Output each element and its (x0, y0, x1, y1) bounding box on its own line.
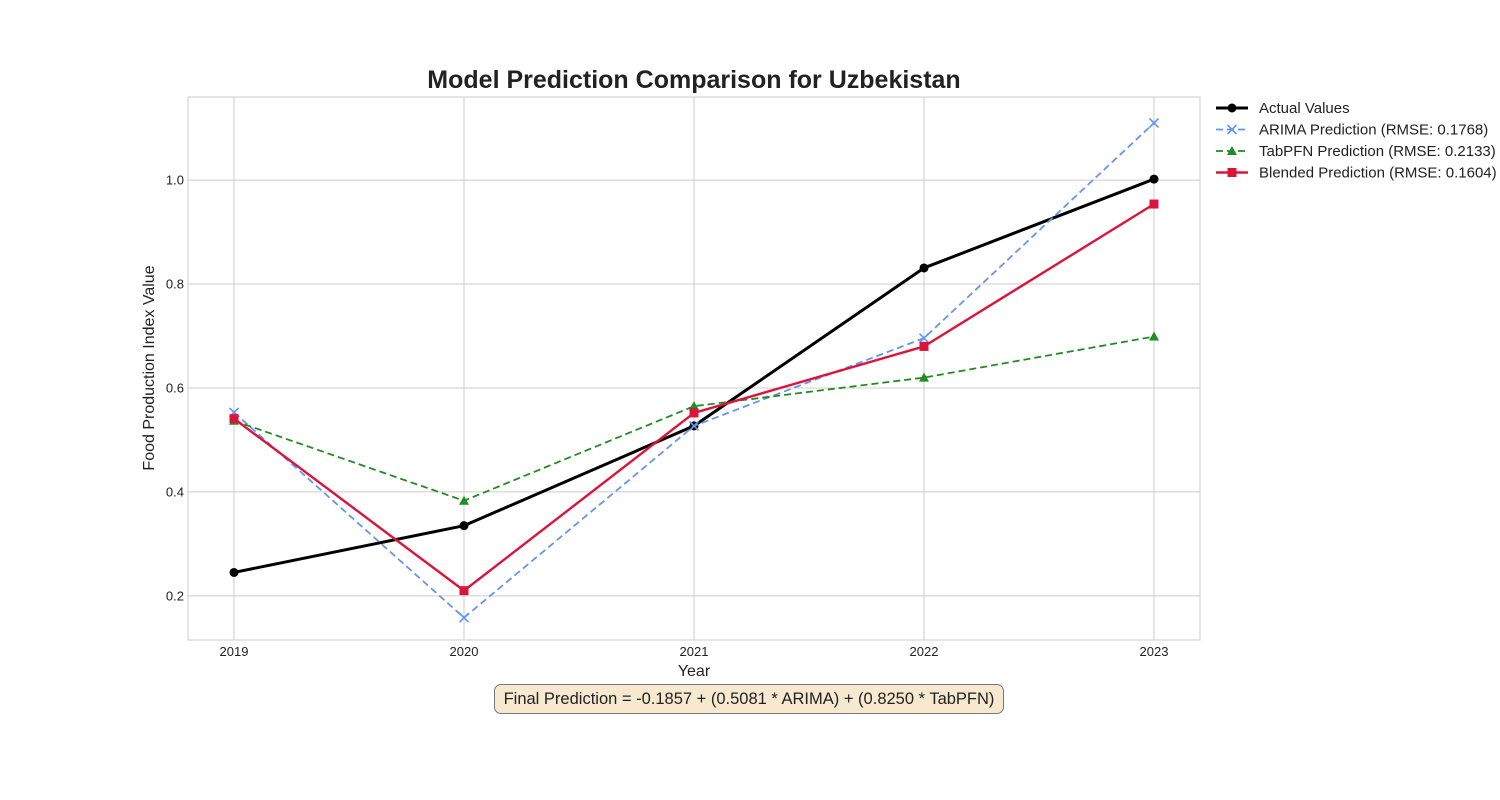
data-point-tabpfn (919, 372, 929, 382)
legend-item-blended: Blended Prediction (RMSE: 0.1604) (1216, 165, 1497, 182)
data-point-tabpfn (459, 495, 469, 505)
legend: Actual Values ARIMA Prediction (RMSE: 0.1… (1216, 100, 1497, 182)
data-point-actual (1149, 174, 1159, 184)
x-tick-label: 2023 (1140, 644, 1169, 659)
legend-marker (1226, 124, 1238, 135)
legend-label: ARIMA Prediction (RMSE: 0.1768) (1259, 122, 1488, 139)
legend-item-arima: ARIMA Prediction (RMSE: 0.1768) (1216, 122, 1488, 139)
x-tick-label: 2021 (680, 644, 709, 659)
data-point-arima (458, 612, 470, 623)
x-tick-label: 2019 (220, 644, 249, 659)
data-point-actual (919, 263, 929, 273)
data-point-tabpfn (689, 401, 699, 411)
series-blended (229, 199, 1159, 596)
y-tick-label: 0.2 (166, 588, 184, 603)
legend-label: TabPFN Prediction (RMSE: 0.2133) (1259, 143, 1496, 160)
grid (188, 97, 1200, 640)
y-tick-label: 0.4 (166, 484, 184, 499)
data-point-tabpfn (1149, 331, 1159, 341)
data-point-blended (1149, 199, 1159, 209)
data-point-blended (919, 341, 929, 351)
legend-marker (1227, 146, 1237, 155)
legend-item-actual: Actual Values (1216, 100, 1350, 117)
legend-label: Actual Values (1259, 100, 1350, 117)
data-point-blended (229, 414, 239, 424)
x-axis-label: Year (678, 663, 711, 680)
data-point-blended (689, 408, 699, 418)
y-tick-label: 1.0 (166, 173, 184, 188)
data-point-actual (229, 567, 239, 577)
chart-title: Model Prediction Comparison for Uzbekist… (427, 66, 960, 94)
legend-marker (1227, 168, 1237, 177)
y-axis-label: Food Production Index Value (141, 265, 158, 470)
data-point-arima (1148, 117, 1160, 129)
legend-label: Blended Prediction (RMSE: 0.1604) (1259, 165, 1497, 182)
series-group (228, 117, 1160, 623)
y-tick-label: 0.6 (166, 380, 184, 395)
data-point-blended (459, 586, 469, 596)
x-tick-label: 2022 (910, 644, 939, 659)
formula-annotation: Final Prediction = -0.1857 + (0.5081 * A… (494, 684, 1004, 714)
data-point-arima (688, 420, 700, 431)
tick-labels: 2019 2020 2021 2022 2023 0.2 0.4 0.6 0.8 1.0 (166, 173, 1169, 659)
plot-frame (187, 96, 1201, 641)
legend-marker (1227, 103, 1237, 113)
x-tick-label: 2020 (450, 644, 479, 659)
data-point-actual (459, 521, 469, 531)
data-point-arima (918, 333, 930, 344)
series-arima (228, 117, 1160, 623)
legend-item-tabpfn: TabPFN Prediction (RMSE: 0.2133) (1216, 143, 1496, 160)
y-tick-label: 0.8 (166, 277, 184, 292)
